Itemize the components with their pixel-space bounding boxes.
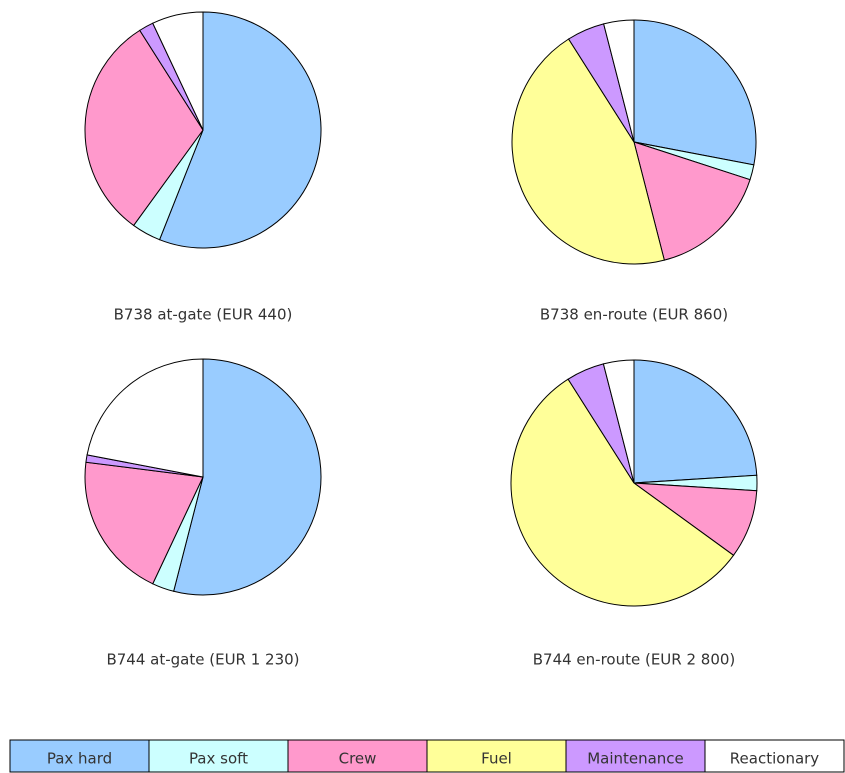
pie-slice: [633, 359, 758, 484]
legend-label: Pax hard: [47, 750, 112, 768]
pie-slice: [633, 19, 757, 166]
pie-slice: [173, 358, 322, 596]
pie-slice: [602, 359, 635, 484]
legend-label: Reactionary: [730, 750, 820, 768]
chart-title: B744 en-route (EUR 2 800): [533, 651, 736, 669]
pie-slice: [511, 38, 665, 265]
pie-slice: [603, 19, 635, 143]
legend-label: Pax soft: [189, 750, 248, 768]
pie-slice: [86, 358, 204, 478]
legend-label: Maintenance: [587, 750, 684, 768]
legend-label: Fuel: [481, 750, 512, 768]
pie-slice: [510, 378, 735, 607]
pie-slice: [633, 141, 751, 261]
pie-slice: [84, 29, 204, 227]
chart-title: B744 at-gate (EUR 1 230): [106, 651, 299, 669]
chart-title: B738 at-gate (EUR 440): [114, 306, 293, 324]
legend-swatch: [426, 739, 567, 773]
legend-label: Crew: [339, 750, 377, 768]
pie-slice: [84, 461, 204, 585]
pie-slice: [158, 11, 322, 249]
chart-title: B738 en-route (EUR 860): [540, 306, 728, 324]
pie-slice: [152, 11, 204, 131]
legend-swatch: [704, 739, 845, 773]
legend-swatch: [148, 739, 289, 773]
